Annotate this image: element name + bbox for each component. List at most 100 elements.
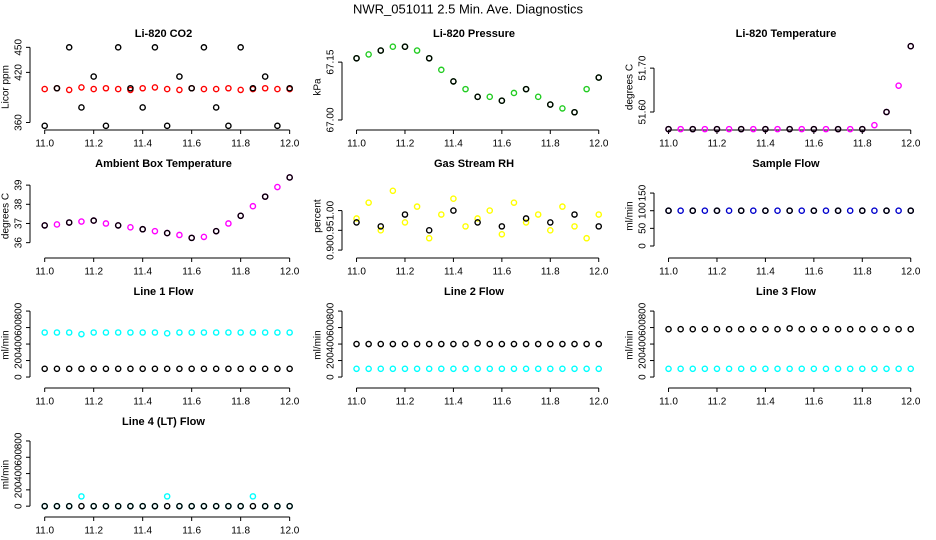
data-point [377,340,385,348]
data-point [498,223,506,230]
data-point [474,219,481,226]
data-point [750,125,757,133]
y-axis-label: percent [313,199,324,233]
data-point [534,211,542,218]
data-point [798,325,806,333]
data-point [595,365,603,373]
data-point [474,93,481,101]
data-point [212,329,220,336]
x-tick-label: 11.6 [492,139,511,150]
data-point [90,329,97,336]
data-point [114,222,122,229]
x-tick-label: 11.8 [231,267,250,278]
data-point [871,121,878,129]
data-point [665,365,672,373]
data-point [522,215,530,222]
x-tick-label: 11.0 [35,526,54,537]
data-point [286,365,293,373]
data-point [127,84,134,92]
data-point [78,365,85,373]
x-tick-label: 11.8 [541,267,560,278]
data-point [522,340,530,348]
y-tick-label: 0 [638,243,649,249]
x-tick-label: 11.4 [756,397,775,408]
data-point [102,502,110,510]
data-point [510,365,518,373]
data-point [810,207,818,215]
y-tick-label: 420 [14,64,25,81]
data-point [200,44,208,51]
panel-title: Li-820 Temperature [736,28,837,40]
data-point [737,207,745,215]
data-point [846,207,854,215]
y-tick-label: 0 [326,374,337,380]
data-point [401,219,409,226]
x-tick-label: 12.0 [280,139,300,150]
data-point [274,183,281,191]
data-point [858,365,866,373]
data-point [78,104,85,111]
data-point [546,340,554,348]
data-point [907,365,915,373]
data-point [274,365,281,373]
y-tick-label: 800 [14,302,25,319]
data-point [413,340,421,348]
y-tick-label: 39 [14,179,25,191]
data-point [225,220,232,227]
data-point [595,211,603,218]
x-tick-label: 12.0 [901,267,921,278]
x-tick-label: 12.0 [280,267,300,278]
y-tick-label: 360 [14,114,25,131]
data-point [401,340,409,348]
data-point [786,207,793,215]
y-tick-label: 0 [14,503,25,509]
x-tick-label: 11.4 [444,397,463,408]
data-point [534,340,542,348]
data-point [438,340,445,348]
data-point [41,502,48,510]
data-point [522,85,530,93]
data-point [249,202,257,210]
data-point [41,85,48,93]
y-tick-label: 67.00 [326,107,337,132]
data-point [595,74,603,81]
data-point [200,329,208,336]
data-point [438,365,445,373]
data-point [701,325,709,333]
data-point [522,365,530,373]
data-point [286,502,293,510]
y-tick-label: 38 [14,198,25,210]
data-point [534,365,542,373]
y-tick-label: 200 [326,352,337,369]
data-point [677,207,684,215]
data-point [822,365,830,373]
data-point [677,325,684,333]
y-tick-label: 36 [14,237,25,249]
data-point [176,73,183,80]
data-point [846,365,854,373]
data-point [237,502,244,510]
x-tick-label: 11.6 [182,139,201,150]
y-axis-label: degrees C [1,193,12,239]
data-point [78,84,85,91]
data-point [151,84,159,91]
x-tick-label: 11.8 [231,397,250,408]
data-point [486,207,494,214]
x-tick-label: 11.2 [708,397,727,408]
y-axis-label: degrees C [625,64,636,110]
data-point [225,122,232,130]
data-point [762,325,769,333]
data-point [151,44,159,51]
x-tick-label: 11.2 [396,397,415,408]
data-point [750,207,757,215]
data-point [139,502,146,510]
data-point [689,365,697,373]
data-point [249,84,257,92]
data-point [425,227,433,234]
y-tick-label: 600 [14,448,25,465]
y-axis-label: ml/min [1,460,12,489]
x-tick-label: 11.4 [133,397,152,408]
data-point [413,203,421,210]
data-point [498,97,506,104]
data-point [810,125,818,133]
